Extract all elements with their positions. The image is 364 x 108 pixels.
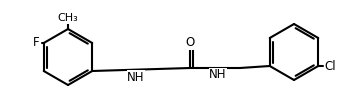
- Text: NH: NH: [127, 71, 145, 84]
- Text: F: F: [32, 37, 39, 49]
- Text: O: O: [185, 37, 195, 49]
- Text: CH₃: CH₃: [58, 13, 78, 23]
- Text: Cl: Cl: [324, 60, 336, 72]
- Text: NH: NH: [209, 68, 227, 82]
